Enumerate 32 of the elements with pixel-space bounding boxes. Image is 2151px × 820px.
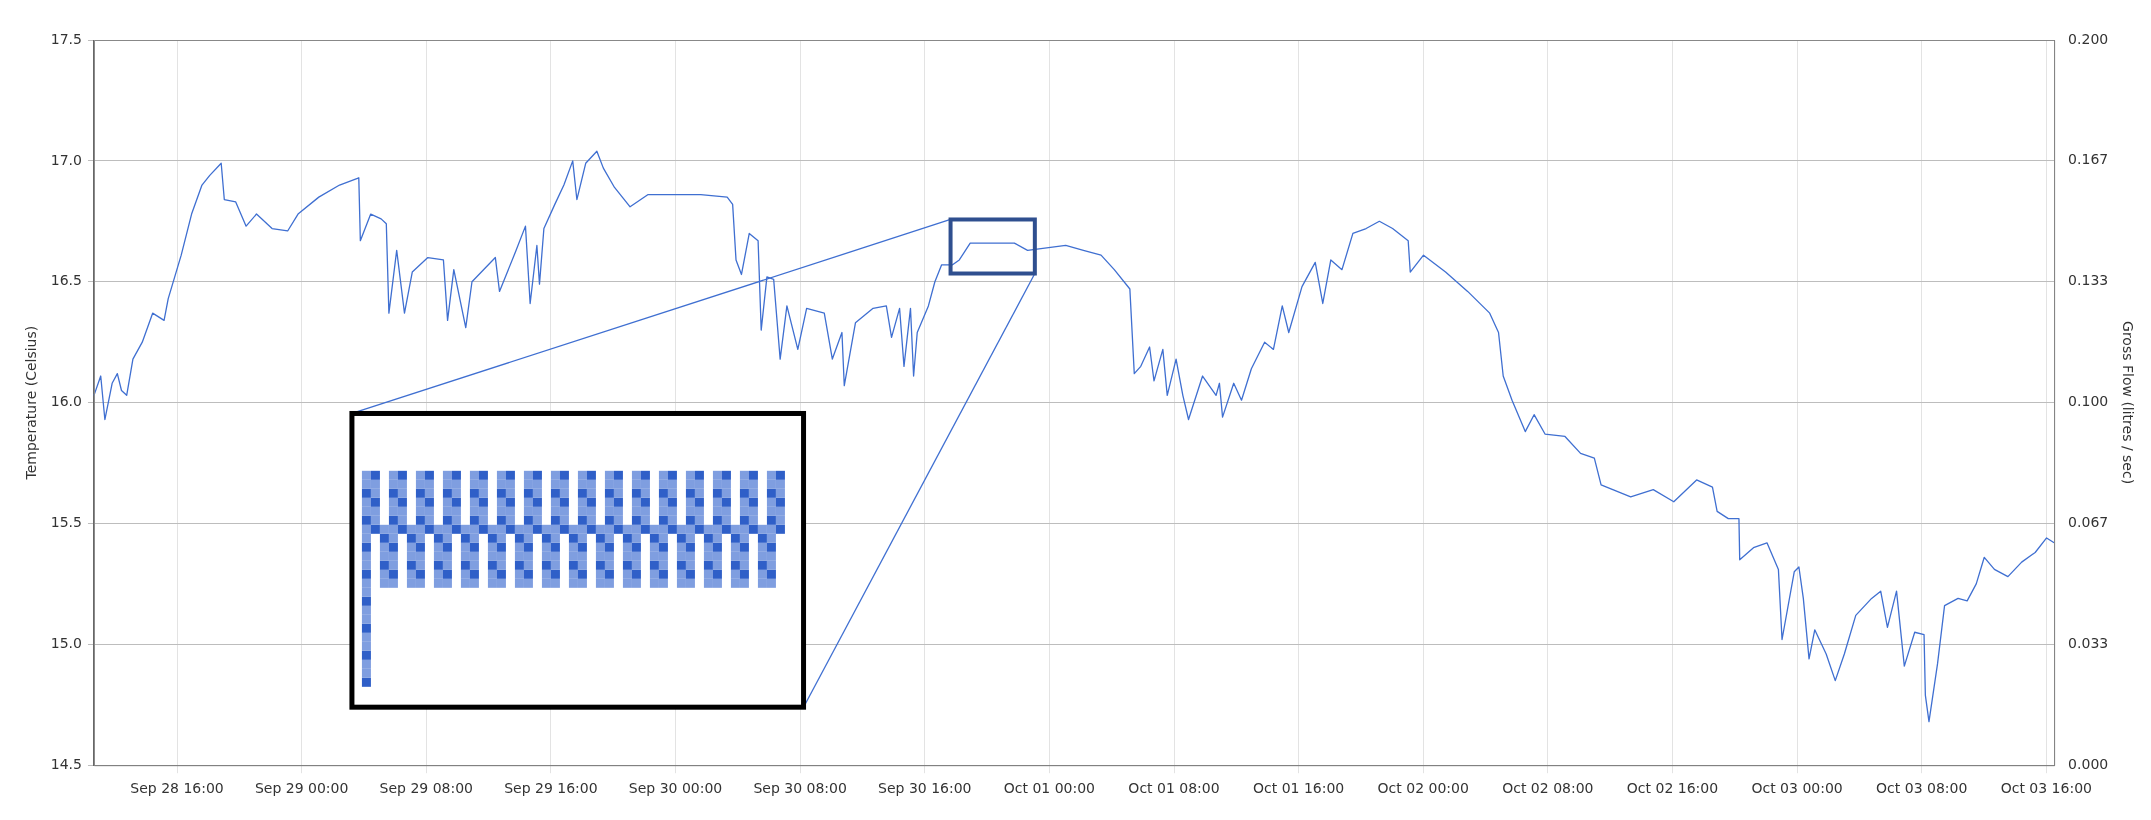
y2-tick-label: 0.100 xyxy=(2068,393,2109,410)
x-tick-label: Oct 03 16:00 xyxy=(2000,780,2092,797)
y2-tick-label: 0.033 xyxy=(2068,635,2109,652)
x-tick-label: Oct 01 16:00 xyxy=(1252,780,1345,797)
y2-tick-label: 0.200 xyxy=(2068,30,2109,47)
y-tick-label: 15.0 xyxy=(50,634,82,651)
x-tick-label: Oct 02 00:00 xyxy=(1377,780,1469,797)
y2-axis-title: Gross Flow (litres / sec) xyxy=(2119,321,2136,485)
y-axis-title: Temperature (Celsius) xyxy=(23,325,40,481)
x-tick-label: Sep 29 00:00 xyxy=(254,780,349,797)
x-tick-label: Sep 29 08:00 xyxy=(379,780,474,797)
y2-tick-label: 0.133 xyxy=(2068,272,2109,289)
y-tick-label: 14.5 xyxy=(50,755,82,772)
y-tick-label: 17.5 xyxy=(50,30,82,47)
x-tick-label: Oct 01 08:00 xyxy=(1128,780,1220,797)
x-tick-label: Oct 02 16:00 xyxy=(1626,780,1719,797)
x-tick-label: Oct 01 00:00 xyxy=(1003,780,1096,797)
y-tick-label: 17.0 xyxy=(50,151,82,168)
x-tick-label: Sep 30 08:00 xyxy=(753,780,847,797)
x-tick-label: Sep 29 16:00 xyxy=(504,780,598,797)
x-tick-label: Sep 30 00:00 xyxy=(628,780,723,797)
y2-tick-label: 0.167 xyxy=(2068,151,2109,168)
y-tick-label: 15.5 xyxy=(50,514,82,531)
y-tick-label: 16.0 xyxy=(50,393,82,410)
y2-tick-label: 0.067 xyxy=(2068,513,2109,530)
x-tick-label: Sep 28 16:00 xyxy=(130,780,224,797)
y2-tick-label: 0.000 xyxy=(2068,755,2109,772)
y-tick-label: 16.5 xyxy=(50,272,82,289)
x-tick-label: Sep 30 16:00 xyxy=(878,780,972,797)
x-tick-label: Oct 03 08:00 xyxy=(1876,780,1968,797)
x-tick-label: Oct 03 00:00 xyxy=(1751,780,1843,797)
x-tick-label: Oct 02 08:00 xyxy=(1502,780,1594,797)
